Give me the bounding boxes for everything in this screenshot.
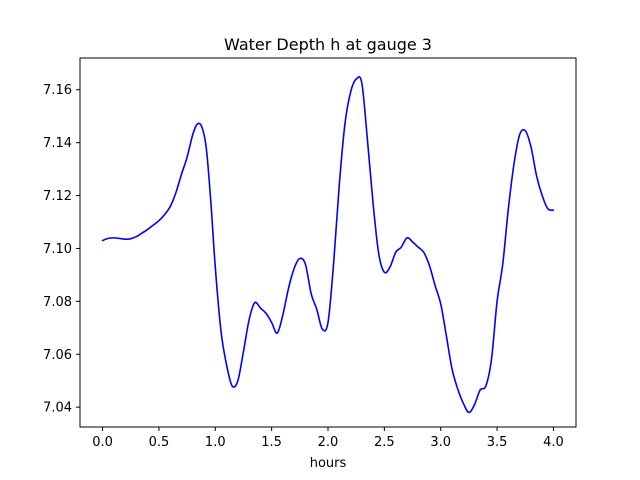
y-tick-label: 7.12 <box>43 189 72 204</box>
x-tick-label: 1.5 <box>261 435 282 450</box>
x-tick-label: 2.0 <box>318 435 339 450</box>
x-tick-label: 2.5 <box>374 435 395 450</box>
y-tick-label: 7.16 <box>43 83 72 98</box>
y-axis-ticks: 7.04 7.06 7.08 7.10 7.12 7.14 7.16 <box>43 83 80 416</box>
series-line <box>101 75 555 414</box>
y-tick-label: 7.10 <box>43 242 72 257</box>
chart-title: Water Depth h at gauge 3 <box>224 35 432 54</box>
x-tick-label: 4.0 <box>543 435 564 450</box>
x-axis-ticks: 0.0 0.5 1.0 1.5 2.0 2.5 3.0 3.5 4.0 <box>92 427 564 450</box>
x-tick-label: 0.5 <box>149 435 170 450</box>
x-tick-label: 1.0 <box>205 435 226 450</box>
x-axis-label: hours <box>310 456 347 471</box>
x-tick-label: 3.0 <box>430 435 451 450</box>
plot-area <box>101 75 555 414</box>
plot-frame <box>79 57 577 428</box>
y-tick-label: 7.04 <box>43 401 72 416</box>
y-tick-label: 7.08 <box>43 295 72 310</box>
x-tick-label: 3.5 <box>487 435 508 450</box>
y-tick-label: 7.06 <box>43 348 72 363</box>
y-tick-label: 7.14 <box>43 136 72 151</box>
x-tick-label: 0.0 <box>92 435 113 450</box>
